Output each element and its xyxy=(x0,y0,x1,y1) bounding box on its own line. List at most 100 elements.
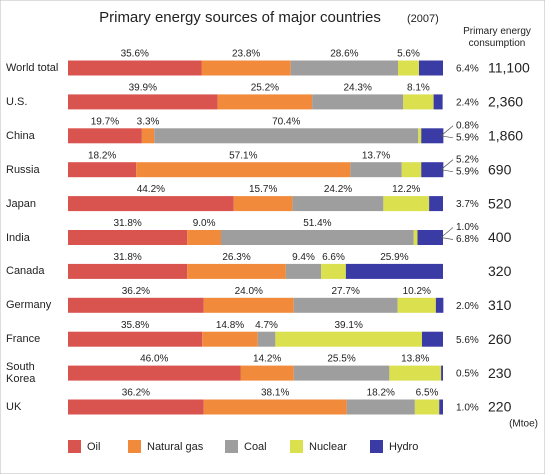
value-label: 35.6% xyxy=(121,49,149,60)
bar-segment xyxy=(403,94,434,110)
legend-label: Coal xyxy=(244,441,267,453)
bar-segment xyxy=(202,331,258,347)
value-label: 1.0% xyxy=(456,222,479,233)
bar-segment xyxy=(429,196,443,212)
value-label: 28.6% xyxy=(330,49,358,60)
value-label: 25.2% xyxy=(251,83,279,94)
bar-segment xyxy=(397,297,436,313)
leader-line xyxy=(440,237,454,240)
bar-segment xyxy=(292,196,384,212)
bar-segment xyxy=(290,60,398,76)
consumption-value: 2,360 xyxy=(488,94,523,110)
category-label: U.S. xyxy=(6,95,28,108)
consumption-value: 320 xyxy=(488,263,512,279)
value-label: 24.0% xyxy=(235,286,263,297)
bar-segment xyxy=(350,162,402,178)
category-label: UK xyxy=(6,401,22,413)
value-label: 51.4% xyxy=(303,218,331,229)
bar-segment xyxy=(154,128,419,144)
value-label: 57.1% xyxy=(229,150,257,161)
value-label: 31.8% xyxy=(113,218,141,229)
bar-segment xyxy=(233,196,293,212)
bar-segment xyxy=(136,162,351,178)
bar-segment xyxy=(441,365,443,381)
bar-segment xyxy=(68,60,202,76)
consumption-value: 230 xyxy=(488,365,512,381)
category-label-box: India xyxy=(6,232,30,244)
bar-segment xyxy=(401,162,422,178)
bar-segment xyxy=(68,94,218,110)
value-label: 5.6% xyxy=(397,49,420,60)
value-label: 14.2% xyxy=(253,354,281,365)
category-label: Japan xyxy=(6,197,36,210)
bar-segment xyxy=(68,297,204,313)
bar-segment xyxy=(293,365,390,381)
category-label-box: South Korea xyxy=(6,361,35,385)
value-label: 2.0% xyxy=(456,301,479,312)
value-label: 1.0% xyxy=(456,403,479,414)
value-label: 4.7% xyxy=(255,320,278,331)
bar-segment xyxy=(187,230,221,245)
bar-segment xyxy=(321,263,346,279)
consumption-value: 1,860 xyxy=(488,128,523,144)
category-label-box: World total xyxy=(6,62,58,74)
leader-line xyxy=(440,169,454,173)
value-label: 5.9% xyxy=(456,166,479,177)
bar-segment xyxy=(421,128,444,144)
leader-line xyxy=(440,125,454,137)
bar-segment xyxy=(417,230,443,245)
bar-segment xyxy=(217,94,313,110)
consumption-value: 520 xyxy=(488,195,512,211)
value-label: 24.2% xyxy=(324,184,352,195)
legend-swatch xyxy=(225,440,238,453)
bar-segment xyxy=(68,331,203,347)
value-label: 18.2% xyxy=(367,388,395,399)
bar-segment xyxy=(293,297,398,313)
leader-line xyxy=(440,227,454,238)
legend-label: Hydro xyxy=(389,441,418,453)
bar-segment xyxy=(398,60,419,76)
bar-segment xyxy=(389,365,442,381)
value-label: 6.8% xyxy=(456,234,479,245)
leader-line xyxy=(440,159,454,170)
legend-label: Oil xyxy=(87,441,100,453)
category-label: Germany xyxy=(6,299,52,312)
category-label-box: Canada xyxy=(6,265,45,278)
value-label: 18.2% xyxy=(88,150,116,161)
value-label: 25.5% xyxy=(327,354,355,365)
value-label: 13.7% xyxy=(362,150,390,161)
bar-segment xyxy=(414,399,440,415)
legend-swatch xyxy=(68,440,81,453)
value-label: 9.4% xyxy=(292,252,315,263)
value-label: 2.4% xyxy=(456,98,479,109)
bar-segment xyxy=(203,297,294,313)
consumption-value: 260 xyxy=(488,331,512,347)
category-label: Canada xyxy=(6,265,45,278)
bar-segment xyxy=(68,162,137,178)
value-label: 6.6% xyxy=(322,252,345,263)
value-label: 44.2% xyxy=(137,184,165,195)
value-label: 6.5% xyxy=(416,388,439,399)
value-label: 5.2% xyxy=(456,154,479,165)
value-label: 13.8% xyxy=(401,354,429,365)
bar-segment xyxy=(68,365,241,381)
value-label: 31.8% xyxy=(113,252,141,263)
category-label-box: U.S. xyxy=(6,95,28,108)
legend-swatch xyxy=(370,440,383,453)
bar-segment xyxy=(240,365,294,381)
chart-subtitle: (2007) xyxy=(407,13,439,25)
category-label-box: UK xyxy=(6,401,22,413)
bar-segment xyxy=(257,331,276,347)
bar-segment xyxy=(345,263,443,279)
value-label: 5.9% xyxy=(456,132,479,143)
consumption-header: Primary energy consumption xyxy=(463,26,531,49)
bar-segment xyxy=(187,263,286,279)
value-label: 19.7% xyxy=(91,116,119,127)
value-label: 15.7% xyxy=(249,184,277,195)
bar-segment xyxy=(68,230,188,245)
bar-segment xyxy=(346,399,415,415)
bar-segment xyxy=(141,128,155,144)
value-label: 5.6% xyxy=(456,335,479,346)
category-label-box: France xyxy=(6,333,40,345)
